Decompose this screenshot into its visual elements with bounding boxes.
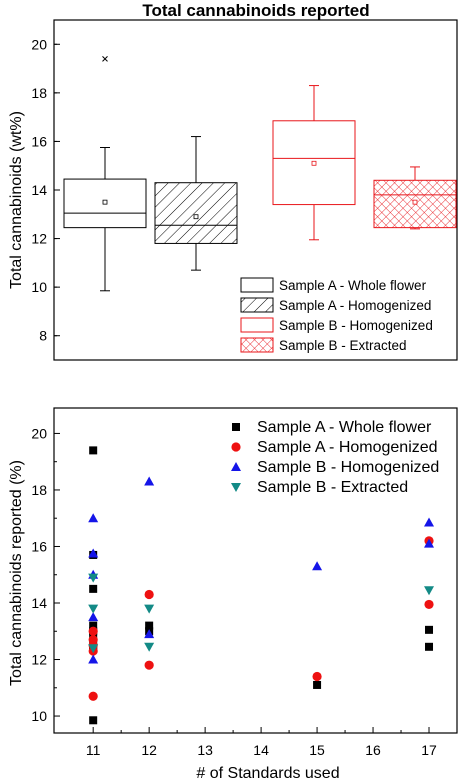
x-tick-label: 17 [421, 742, 437, 758]
data-point [425, 642, 434, 651]
box-body [63, 178, 147, 229]
y-tick-label: 16 [31, 133, 47, 149]
scatter-chart-x-label: # of Standards used [196, 765, 339, 780]
box-chart-y-axis: 8 10 12 14 16 18 20 [31, 36, 60, 344]
legend-swatch [240, 297, 274, 313]
data-point [144, 642, 155, 652]
mean-marker [102, 199, 108, 205]
data-point [88, 573, 99, 583]
legend-label: Sample B - Homogenized [279, 318, 433, 333]
mean-marker [193, 214, 199, 220]
box-body [373, 179, 457, 229]
box-chart-legend: Sample A - Whole flower Sample A - Homoge… [240, 277, 433, 353]
data-point [89, 716, 98, 725]
outlier-marker [102, 56, 108, 62]
y-tick-label: 18 [31, 482, 47, 498]
data-point [144, 629, 155, 639]
y-tick-label: 14 [31, 182, 47, 198]
x-tick-label: 12 [141, 742, 157, 758]
box-chart: Total cannabinoids reported Total cannab… [8, 1, 458, 361]
x-tick-label: 14 [253, 742, 269, 758]
scatter-chart: Total cannabinoids reported (%) # of Sta… [8, 407, 458, 780]
y-tick-label: 10 [31, 708, 47, 724]
mean-marker [412, 199, 418, 205]
y-tick-label: 20 [31, 36, 47, 52]
legend-marker [231, 462, 241, 471]
x-tick-label: 13 [197, 742, 213, 758]
legend-label: Sample B - Extracted [257, 479, 408, 496]
legend-marker [231, 483, 241, 492]
data-point [144, 604, 155, 614]
data-point [88, 548, 99, 558]
scatter-chart-legend: Sample A - Whole flower Sample A - Homoge… [231, 419, 439, 496]
y-tick-label: 14 [31, 595, 47, 611]
data-point [89, 621, 98, 630]
scatter-chart-y-label: Total cannabinoids reported (%) [8, 460, 25, 686]
data-point [88, 691, 98, 701]
data-point [89, 584, 98, 593]
scatter-chart-axes: 11 12 13 14 15 16 17 10 12 14 16 18 20 [31, 425, 437, 758]
data-point [425, 625, 434, 634]
legend-marker [232, 423, 240, 431]
x-tick-label: 15 [309, 742, 325, 758]
scatter-chart-points [88, 446, 435, 725]
box-3 [272, 85, 356, 241]
box-chart-title: Total cannabinoids reported [142, 1, 369, 20]
box-chart-y-label: Total cannabinoids (wt%) [8, 111, 25, 289]
legend-label: Sample B - Extracted [279, 338, 407, 353]
data-point [144, 660, 154, 670]
y-tick-label: 8 [39, 328, 47, 344]
legend-swatch [240, 337, 274, 353]
scatter-chart-frame [53, 407, 458, 734]
data-point [313, 680, 322, 689]
box-1 [63, 56, 147, 292]
legend-label: Sample A - Homogenized [257, 439, 438, 456]
box-chart-boxes [63, 56, 457, 292]
legend-swatch [240, 277, 274, 293]
x-tick-label: 16 [365, 742, 381, 758]
x-tick-label: 11 [86, 742, 101, 758]
y-tick-label: 20 [31, 425, 47, 441]
legend-label: Sample A - Homogenized [279, 298, 431, 313]
y-tick-label: 12 [31, 231, 47, 247]
box-body [154, 182, 238, 244]
data-point [312, 671, 322, 682]
legend-swatch [240, 317, 274, 333]
data-point [144, 589, 154, 600]
data-point [424, 599, 434, 610]
y-tick-label: 18 [31, 85, 47, 101]
data-point [88, 604, 99, 614]
data-point [88, 612, 99, 622]
legend-marker [231, 442, 241, 452]
box-4 [373, 166, 457, 230]
box-body [272, 120, 356, 206]
y-tick-label: 10 [31, 279, 47, 295]
y-tick-label: 16 [31, 538, 47, 554]
data-point [88, 513, 99, 523]
data-point [88, 644, 99, 654]
data-point [424, 517, 435, 527]
data-point [144, 476, 155, 486]
legend-label: Sample A - Whole flower [279, 278, 427, 293]
legend-label: Sample B - Homogenized [257, 459, 439, 476]
data-point [424, 538, 435, 548]
data-point [89, 446, 98, 455]
data-point [88, 626, 98, 636]
mean-marker [311, 160, 317, 166]
data-point [312, 561, 323, 571]
data-point [424, 586, 435, 596]
legend-label: Sample A - Whole flower [257, 419, 432, 436]
box-2 [154, 136, 238, 271]
y-tick-label: 12 [31, 652, 47, 668]
data-point [88, 654, 99, 664]
data-point [145, 621, 154, 630]
